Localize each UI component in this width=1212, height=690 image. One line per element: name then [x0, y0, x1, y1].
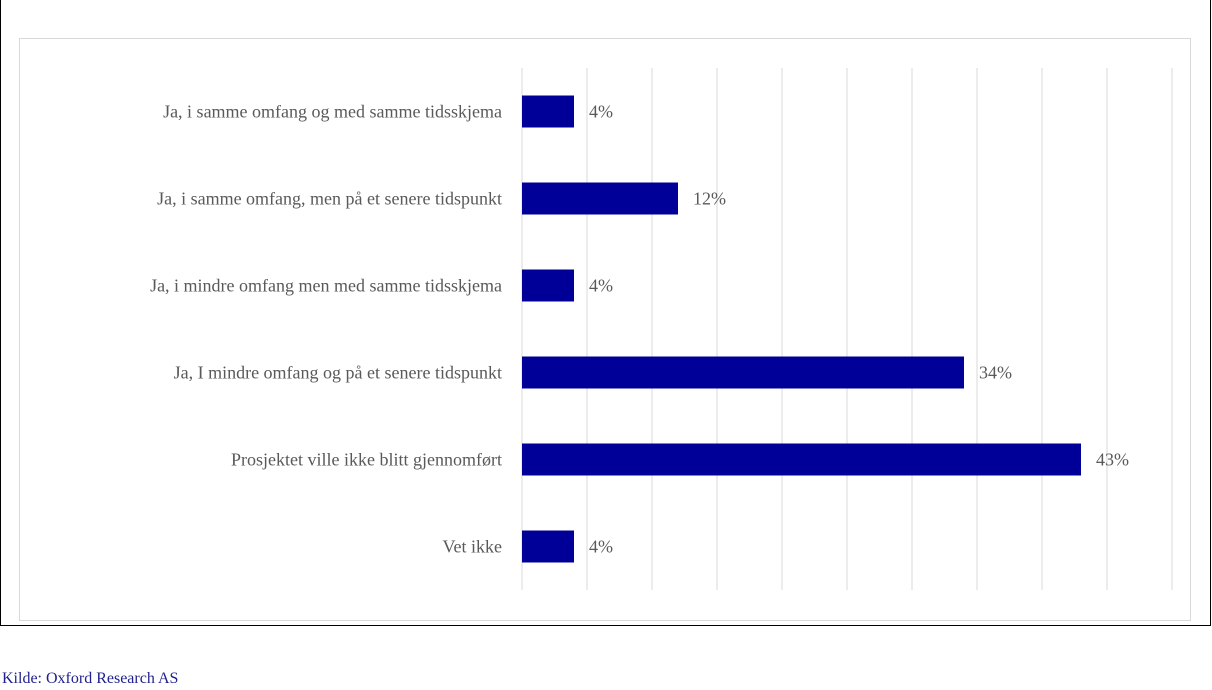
category-label: Ja, I mindre omfang og på et senere tids…	[174, 363, 502, 383]
bar	[522, 356, 964, 389]
value-label: 34%	[979, 363, 1012, 383]
value-label: 4%	[589, 276, 613, 296]
category-label: Ja, i samme omfang og med samme tidsskje…	[163, 102, 502, 122]
bar	[522, 182, 678, 215]
chart-area	[19, 38, 1191, 621]
bar	[522, 95, 574, 128]
gridlines	[521, 68, 1173, 590]
figure-frame	[0, 0, 1211, 626]
category-label: Prosjektet ville ikke blitt gjennomført	[231, 450, 502, 470]
value-label: 4%	[589, 102, 613, 122]
category-label: Ja, i mindre omfang men med samme tidssk…	[150, 276, 502, 296]
bar-chart: Ja, i samme omfang og med samme tidsskje…	[150, 68, 1173, 590]
value-label: 12%	[693, 189, 726, 209]
category-label: Ja, i samme omfang, men på et senere tid…	[157, 189, 502, 209]
bar	[522, 530, 574, 563]
bar	[522, 269, 574, 302]
value-label: 43%	[1096, 450, 1129, 470]
category-label: Vet ikke	[443, 537, 502, 557]
value-label: 4%	[589, 537, 613, 557]
source-note: Kilde: Oxford Research AS	[2, 670, 179, 687]
bar	[522, 443, 1081, 476]
